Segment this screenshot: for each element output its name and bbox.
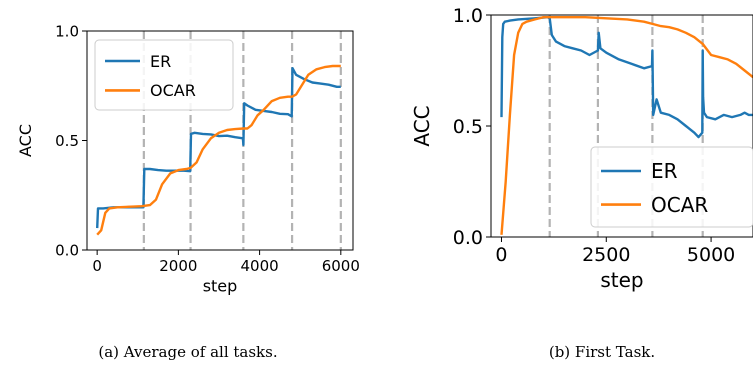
series-line-er xyxy=(502,17,753,137)
y-tick-label: 0.5 xyxy=(453,116,483,138)
chart-2: 0 2500 5000 0.0 0.5 1.0 step ACC ER OCAR (b) First… xyxy=(410,5,753,361)
x-tick-label: 0 xyxy=(495,244,507,266)
x-tick-label: 2500 xyxy=(582,244,630,266)
legend-label-ocar: OCAR xyxy=(150,81,196,100)
legend: ER OCAR xyxy=(591,147,753,227)
y-tick-label: 0.0 xyxy=(453,227,483,249)
figure-caption: (b) First Task. xyxy=(549,343,655,361)
y-tick-label: 1.0 xyxy=(55,22,79,40)
y-axis-label: ACC xyxy=(410,105,434,146)
legend: ER OCAR xyxy=(95,40,233,110)
y-tick-label: 0.5 xyxy=(55,132,79,150)
x-axis-label: step xyxy=(600,268,643,292)
x-tick-label: 0 xyxy=(92,257,102,275)
figure-caption: (a) Average of all tasks. xyxy=(98,343,277,361)
x-tick-label: 2000 xyxy=(159,257,197,275)
chart-1: 0 2000 4000 6000 0.0 0.5 1.0 step ACC ER OCAR (a) A… xyxy=(16,22,360,361)
legend-label-er: ER xyxy=(651,159,678,183)
x-tick-label: 4000 xyxy=(241,257,279,275)
y-axis-label: ACC xyxy=(16,124,35,157)
x-axis-label: step xyxy=(203,277,238,296)
x-tick-label: 5000 xyxy=(687,244,735,266)
y-tick-label: 1.0 xyxy=(453,5,483,27)
x-tick-label: 6000 xyxy=(322,257,360,275)
legend-label-ocar: OCAR xyxy=(651,193,708,217)
legend-label-er: ER xyxy=(150,52,171,71)
y-tick-label: 0.0 xyxy=(55,241,79,259)
